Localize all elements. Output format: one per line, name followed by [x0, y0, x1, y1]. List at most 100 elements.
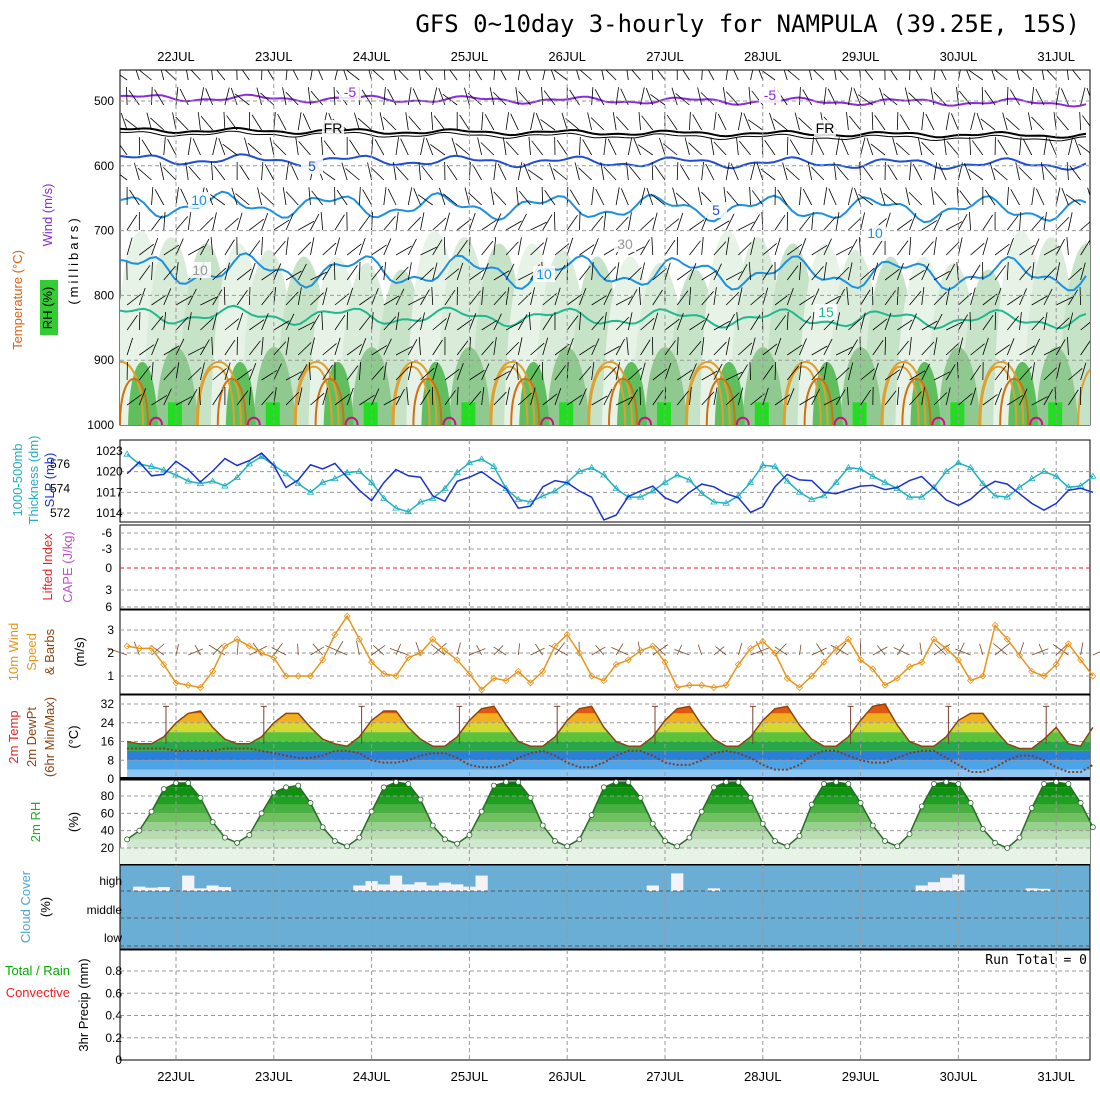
wind-barb — [725, 291, 740, 306]
wind-barb — [517, 237, 522, 256]
wind-barb — [677, 369, 693, 381]
wind-barb — [379, 112, 385, 131]
thickness-line-point — [551, 487, 559, 494]
cloud-bar — [940, 877, 953, 891]
rh-band — [127, 787, 1090, 796]
precip-panel: 0.80.60.40.20 Run Total = 0 Total / Rain… — [5, 949, 1091, 1067]
wind-barb — [126, 214, 138, 231]
rh-line-point — [600, 784, 607, 791]
wind-barb — [628, 267, 642, 281]
wind-barb — [579, 344, 595, 356]
wind-barb — [322, 242, 337, 256]
wind-barb — [1006, 237, 1014, 256]
wind-barb — [786, 287, 794, 306]
wind-barb — [956, 187, 959, 206]
wind-barb — [261, 313, 269, 331]
wind-barb — [662, 143, 678, 156]
wind-barb — [641, 115, 654, 131]
wind10m-speed-line-point — [453, 656, 461, 664]
wind-barb — [958, 90, 971, 106]
wind-barb — [1080, 87, 1086, 106]
wind10m-speed-line-point — [258, 649, 266, 657]
wind-barb — [701, 370, 718, 381]
wind-barb — [854, 187, 861, 206]
rh-line-point — [221, 834, 228, 841]
cloud-bar — [438, 882, 452, 891]
rh-line-point — [429, 822, 436, 829]
wind-barb — [1068, 212, 1073, 231]
wind-barb — [518, 91, 531, 106]
wind-barb — [838, 70, 849, 81]
label-2m-rh: 2m RH — [28, 802, 43, 842]
wind-barb — [162, 166, 177, 181]
wind-barb — [1046, 70, 1057, 81]
wind-barb — [516, 187, 519, 206]
wind-barb — [236, 70, 238, 81]
wind-barb — [959, 190, 971, 206]
cloud-bar — [646, 885, 659, 891]
wind-barb — [120, 144, 128, 156]
rh-line-point — [417, 796, 424, 803]
wind-barb — [269, 137, 275, 156]
rh-line-point — [344, 843, 351, 850]
wind-barb — [640, 239, 650, 256]
cloud-bar — [1037, 888, 1051, 891]
wind-barb — [615, 87, 620, 106]
wind-barb — [1007, 294, 1023, 306]
wind-barb — [444, 212, 450, 231]
wind-barb — [933, 237, 937, 256]
boundary-isotherm — [901, 378, 932, 425]
wind-barb — [248, 262, 256, 281]
wind-barb — [921, 220, 938, 231]
wind-barb — [1093, 313, 1099, 330]
wind-barb — [904, 87, 910, 106]
boundary-isotherm — [412, 378, 443, 425]
wind-barb — [713, 112, 717, 131]
wind10m-speed-line-point — [722, 681, 730, 689]
wind-barb — [481, 287, 484, 306]
label-minmax: (6hr Min/Max) — [42, 697, 57, 777]
wind-barb — [840, 138, 849, 156]
wind-barb — [626, 162, 629, 181]
wind-barb — [799, 187, 802, 206]
wind-barb — [224, 318, 240, 331]
wind-barb — [308, 362, 311, 381]
wind-barb — [550, 70, 556, 81]
wind-barb — [1087, 187, 1090, 197]
wind-barb — [518, 190, 531, 206]
wind-barb — [239, 164, 250, 181]
wind10m-barb — [456, 642, 461, 656]
wind-barb — [970, 287, 976, 306]
wind-barb — [467, 92, 482, 106]
wind-barb — [198, 387, 201, 406]
wind10m-barb — [554, 642, 565, 656]
wind-barb — [1007, 395, 1023, 406]
wind-barb — [282, 87, 287, 106]
wind-barb — [1031, 238, 1040, 256]
wind-barb — [603, 388, 613, 406]
wind-barb — [432, 87, 438, 106]
wind-barb — [359, 394, 375, 406]
wind-barb — [722, 87, 727, 106]
wind-barb — [398, 70, 409, 81]
wind-barb — [675, 192, 690, 206]
wind-barb — [395, 288, 405, 306]
wind-barb — [310, 314, 320, 331]
wind-barb — [442, 193, 458, 206]
boundary-isotherm — [314, 378, 345, 425]
wind-barb — [591, 238, 599, 256]
wind-barb — [200, 115, 213, 131]
wind-barb — [188, 245, 205, 256]
wind10m-speed-line-point — [612, 660, 620, 669]
y-tick-label: 80 — [101, 789, 115, 803]
wind-barb — [650, 193, 666, 206]
wind-barb — [261, 391, 274, 406]
label-ms: (m/s) — [72, 637, 87, 667]
wind-barb — [383, 295, 400, 306]
thickness-line-point — [490, 462, 498, 469]
wind-barb — [159, 162, 165, 181]
cloud-bar — [157, 887, 170, 891]
wind-barb — [322, 287, 328, 306]
wind-barb — [175, 316, 189, 331]
wind-barb — [187, 367, 202, 381]
